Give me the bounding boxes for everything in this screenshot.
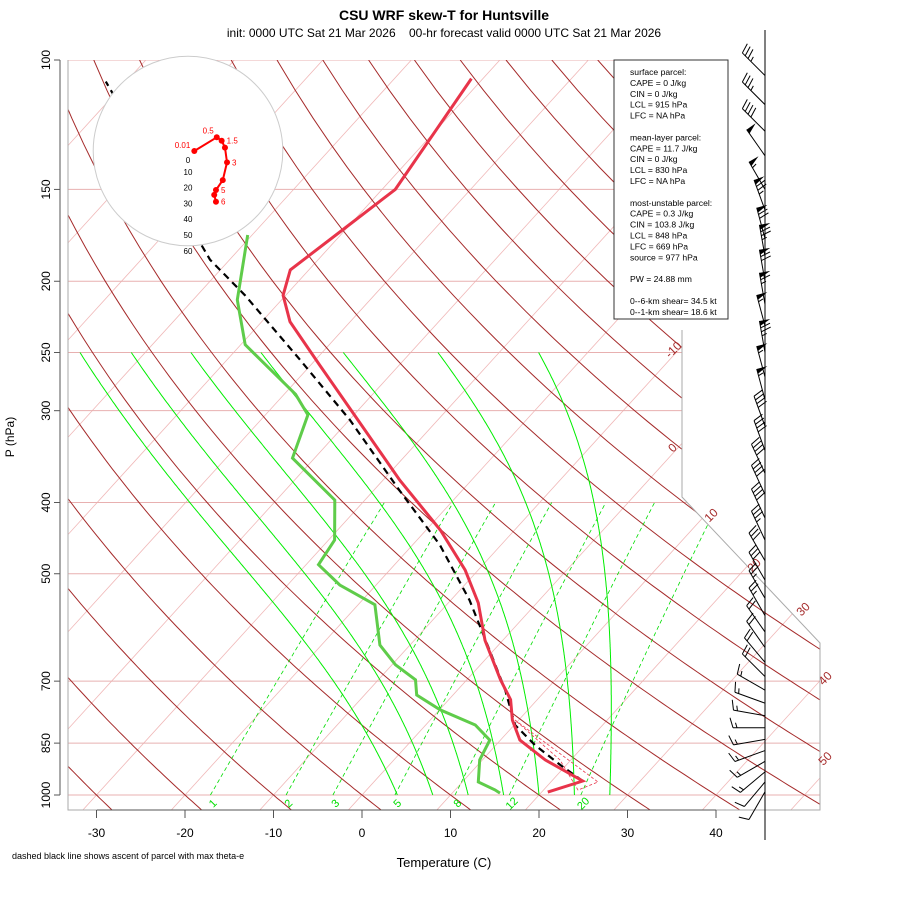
legend-line: 0--1-km shear= 18.6 kt: [630, 307, 717, 317]
legend-line: CIN = 103.8 J/kg: [630, 220, 694, 230]
hodograph-point: [213, 199, 219, 205]
legend-line: mean-layer parcel:: [630, 132, 701, 142]
legend-line: CAPE = 0 J/kg: [630, 78, 686, 88]
hodograph-point-label: 3: [232, 158, 237, 167]
legend-line: surface parcel:: [630, 67, 686, 77]
y-tick-label: 150: [39, 179, 53, 199]
legend-line: LFC = NA hPa: [630, 176, 685, 186]
x-tick-label: 30: [621, 826, 635, 840]
hodograph-ring-label: 40: [184, 215, 193, 224]
legend-line: most-unstable parcel:: [630, 198, 712, 208]
x-tick-label: 40: [709, 826, 723, 840]
hodograph-ring-label: 50: [184, 231, 193, 240]
legend-line: CAPE = 0.3 J/kg: [630, 209, 694, 219]
y-tick-label: 200: [39, 271, 53, 291]
legend-line: LCL = 830 hPa: [630, 165, 687, 175]
y-tick-label: 500: [39, 563, 53, 583]
hodograph-point-label: 0.5: [203, 126, 215, 135]
x-tick-label: 20: [532, 826, 546, 840]
hodograph-point: [211, 192, 217, 198]
wind-barb-half: [737, 706, 738, 711]
legend-line: 0--6-km shear= 34.5 kt: [630, 296, 717, 306]
y-tick-label: 850: [39, 733, 53, 753]
hodograph-ring-label: 10: [184, 168, 193, 177]
y-tick-label: 100: [39, 50, 53, 70]
x-tick-label: -20: [176, 826, 194, 840]
footnote: dashed black line shows ascent of parcel…: [12, 851, 244, 861]
y-tick-label: 400: [39, 492, 53, 512]
hodograph-point: [191, 148, 197, 154]
y-tick-label: 250: [39, 342, 53, 362]
hodograph-point: [224, 159, 230, 165]
legend-line: source = 977 hPa: [630, 252, 698, 262]
hodograph-point: [219, 138, 225, 144]
legend-line: LCL = 848 hPa: [630, 231, 687, 241]
legend-line: CIN = 0 J/kg: [630, 154, 678, 164]
hodograph-point: [220, 177, 226, 183]
x-tick-label: -10: [265, 826, 283, 840]
x-tick-label: 0: [359, 826, 366, 840]
hodograph-ring-label: 0: [186, 156, 191, 165]
y-tick-label: 1000: [39, 781, 53, 808]
hodograph-point-label: 5: [221, 186, 226, 195]
y-axis-label: P (hPa): [3, 417, 17, 457]
wind-barb-full: [735, 682, 736, 692]
hodograph-point-label: 6: [221, 198, 226, 207]
hodograph-point: [214, 134, 220, 140]
legend-line: PW = 24.88 mm: [630, 274, 692, 284]
chart-title: CSU WRF skew-T for Huntsville: [339, 7, 549, 23]
y-tick-label: 700: [39, 671, 53, 691]
hodograph-point-label: 1.5: [227, 137, 239, 146]
hodograph-point-label: 0.01: [175, 141, 191, 150]
legend-line: LFC = 669 hPa: [630, 241, 688, 251]
hodograph-ring-label: 60: [184, 247, 193, 256]
x-tick-label: 10: [444, 826, 458, 840]
legend-line: CAPE = 11.7 J/kg: [630, 143, 698, 153]
x-axis-label: Temperature (C): [397, 855, 492, 870]
chart-subtitle: init: 0000 UTC Sat 21 Mar 2026 00-hr for…: [227, 26, 662, 40]
y-tick-label: 300: [39, 400, 53, 420]
legend-line: CIN = 0 J/kg: [630, 89, 678, 99]
x-tick-label: -30: [88, 826, 106, 840]
legend-line: LCL = 915 hPa: [630, 100, 687, 110]
hodograph-ring-label: 30: [184, 199, 193, 208]
hodograph-ring-label: 20: [184, 184, 193, 193]
hodograph-point: [222, 145, 228, 151]
legend-line: LFC = NA hPa: [630, 111, 685, 121]
